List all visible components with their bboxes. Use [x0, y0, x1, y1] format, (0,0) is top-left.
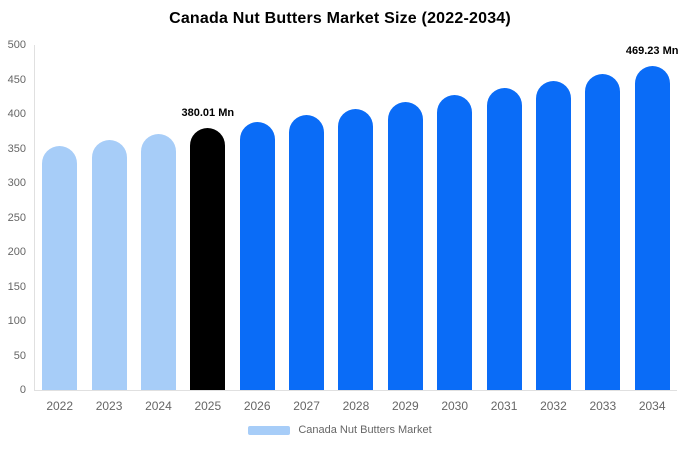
y-axis-label-500: 500 — [7, 39, 26, 51]
x-axis-label-2026: 2026 — [243, 399, 271, 413]
x-axis-label-2023: 2023 — [95, 399, 123, 413]
bar-2028 — [338, 108, 374, 390]
chart-title: Canada Nut Butters Market Size (2022-203… — [169, 10, 511, 27]
bar-2031 — [486, 88, 522, 390]
y-axis-label-150: 150 — [7, 280, 26, 293]
x-axis-label-2029: 2029 — [391, 399, 419, 413]
y-axis-label-450: 450 — [7, 73, 26, 86]
y-axis-label-200: 200 — [7, 246, 26, 258]
bar-group-2032: 2032 — [535, 45, 571, 413]
bar-group-2028: 2028 — [338, 45, 374, 413]
bar-group-2033: 2033 — [585, 45, 621, 413]
x-axis-label-2032: 2032 — [540, 399, 567, 413]
y-axis-label-50: 50 — [13, 349, 26, 362]
bar-group-2034: 2034 469.23 Mn — [626, 45, 679, 413]
value-annotation-2025: 380.01 Mn — [181, 106, 235, 119]
y-axis-label-250: 250 — [7, 211, 26, 224]
bar-group-2025: 2025 380.01 Mn — [182, 45, 235, 413]
x-axis-label-2031: 2031 — [490, 399, 518, 413]
y-axis-label-350: 350 — [7, 142, 26, 155]
bar-2032 — [535, 81, 571, 390]
x-axis-label-2030: 2030 — [441, 399, 469, 413]
x-axis-label-2034: 2034 — [638, 399, 666, 413]
x-axis-label-2022: 2022 — [46, 399, 74, 413]
bar-group-2031: 2031 — [486, 45, 522, 413]
bar-group-2026: 2026 — [239, 45, 275, 413]
x-axis-label-2028: 2028 — [342, 399, 370, 413]
x-axis-label-2025: 2025 — [194, 399, 222, 413]
bar-2034 — [634, 66, 670, 390]
bar-2024 — [140, 133, 176, 390]
value-annotation-2034: 469.23 Mn — [625, 45, 679, 58]
y-axis-label-0: 0 — [19, 384, 26, 396]
x-axis-label-2033: 2033 — [589, 399, 617, 413]
bar-2023 — [91, 139, 127, 390]
bar-2029 — [387, 102, 423, 390]
y-axis-label-100: 100 — [7, 315, 26, 327]
y-axis-label-400: 400 — [7, 108, 26, 120]
bar-group-2024: 2024 — [140, 45, 176, 413]
bar-2030 — [437, 95, 473, 390]
bar-group-2029: 2029 — [387, 45, 423, 413]
bar-2022 — [42, 145, 78, 390]
x-axis-label-2027: 2027 — [293, 399, 320, 413]
x-axis-label-2024: 2024 — [145, 399, 172, 413]
bar-2026 — [239, 121, 275, 390]
bar-group-2022: 2022 — [42, 45, 78, 413]
bar-2033 — [585, 73, 621, 390]
legend[interactable]: Canada Nut Butters Market — [0, 424, 680, 436]
plot-area: 2022 2023 2024 2025 380.01 Mn 2026 2027 2028 202… — [34, 45, 679, 413]
legend-swatch-icon — [248, 425, 291, 435]
legend-label: Canada Nut Butters Market — [298, 424, 432, 436]
bar-group-2030: 2030 — [437, 45, 473, 413]
bar-group-2023: 2023 — [91, 45, 127, 413]
bar-2027 — [289, 115, 325, 390]
bar-2025 — [190, 127, 226, 390]
y-axis-label-300: 300 — [7, 177, 26, 189]
bar-group-2027: 2027 — [289, 45, 325, 413]
